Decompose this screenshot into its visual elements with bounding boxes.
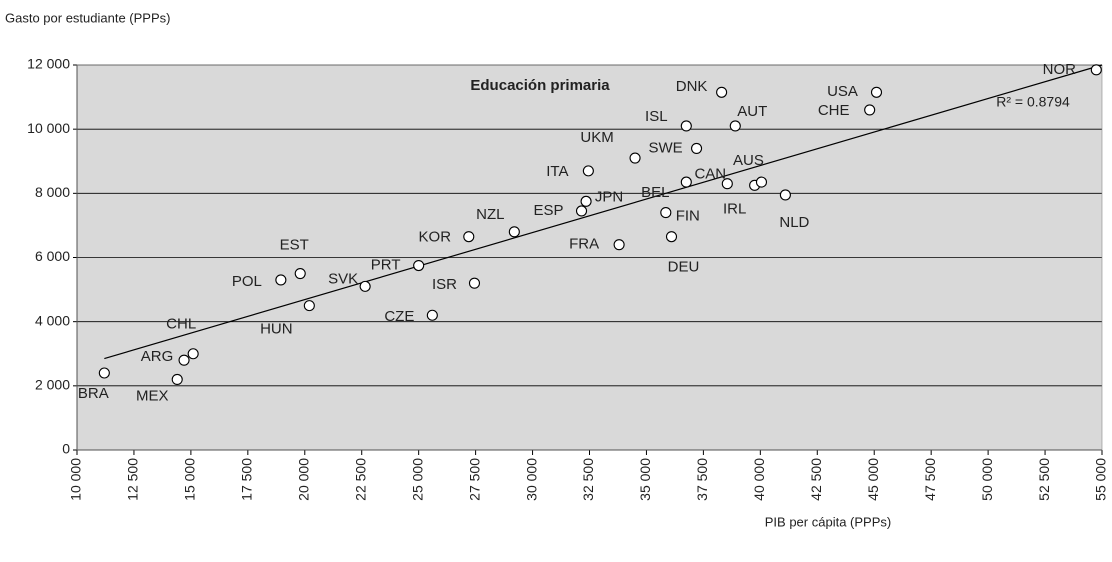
- point-label: NLD: [779, 214, 809, 231]
- point-label: MEX: [136, 387, 169, 404]
- point: [98, 367, 110, 379]
- point: [691, 142, 703, 154]
- point: [275, 274, 287, 286]
- point: [463, 231, 475, 243]
- point: [582, 165, 594, 177]
- point: [413, 259, 425, 272]
- point-label: HUN: [260, 321, 293, 338]
- point-label: FRA: [569, 236, 599, 253]
- point: [613, 239, 625, 251]
- point: [359, 280, 371, 292]
- x-tick-label: 52 500: [1036, 458, 1052, 501]
- r2-annotation: R² = 0.8794: [996, 94, 1070, 110]
- point-label: UKM: [580, 129, 613, 146]
- point-label: CAN: [694, 166, 726, 183]
- point-label: CZE: [384, 308, 414, 325]
- point-label: CHE: [818, 102, 850, 119]
- x-tick-label: 25 000: [409, 458, 425, 501]
- x-tick-label: 55 000: [1093, 458, 1109, 501]
- point: [171, 373, 183, 385]
- point-label: ISL: [645, 108, 668, 125]
- point: [629, 152, 641, 164]
- x-tick-label: 10 000: [68, 458, 84, 501]
- point: [716, 86, 728, 98]
- x-tick-label: 40 000: [751, 458, 767, 501]
- trend-line: [104, 64, 1103, 360]
- point: [870, 86, 883, 98]
- point-label: EST: [280, 237, 309, 254]
- point-label: BEL: [641, 184, 669, 201]
- plot-border: [76, 64, 1103, 451]
- point-label: JPN: [595, 188, 623, 205]
- x-tick-label: 42 500: [808, 458, 824, 501]
- point: [580, 195, 592, 207]
- x-tick-label: 30 000: [523, 458, 539, 501]
- point-label: IRL: [723, 200, 746, 217]
- x-tick-label: 27 500: [466, 458, 482, 501]
- point: [729, 120, 741, 132]
- point-label: SWE: [648, 139, 682, 156]
- x-axis-label: PIB per cápita (PPPs): [765, 514, 891, 529]
- point: [303, 300, 315, 312]
- point: [660, 207, 672, 219]
- point: [468, 277, 481, 289]
- x-tick-label: 47 500: [922, 458, 938, 501]
- point-label: AUT: [737, 103, 767, 120]
- x-tick-label: 22 500: [352, 458, 368, 501]
- y-tick-label: 8 000: [35, 184, 70, 200]
- subtitle: Educación primaria: [470, 77, 610, 94]
- x-tick-label: 50 000: [979, 458, 995, 501]
- point-label: KOR: [419, 229, 452, 246]
- point-label: PRT: [371, 256, 401, 273]
- point: [779, 189, 791, 201]
- y-tick-label: 2 000: [35, 377, 70, 393]
- y-tick-label: 10 000: [27, 120, 70, 136]
- y-tick-label: 6 000: [35, 248, 70, 264]
- point: [755, 176, 768, 188]
- point-label: USA: [827, 83, 858, 100]
- point-label: ARG: [141, 348, 174, 365]
- point: [178, 354, 190, 366]
- y-axis-label: Gasto por estudiante (PPPs): [5, 10, 170, 25]
- point-label: ITA: [546, 163, 568, 180]
- x-tick-label: 20 000: [295, 458, 311, 501]
- y-tick-label: 0: [62, 441, 70, 457]
- point: [680, 176, 692, 188]
- point-label: NOR: [1043, 61, 1077, 78]
- x-tick-label: 45 000: [865, 458, 881, 501]
- x-tick-label: 32 500: [580, 458, 596, 501]
- point: [665, 231, 678, 243]
- point: [721, 178, 733, 190]
- point: [508, 226, 520, 238]
- x-tick-label: 35 000: [637, 458, 653, 501]
- point-label: POL: [232, 273, 262, 290]
- point: [294, 267, 306, 280]
- point-label: FIN: [676, 208, 700, 225]
- y-tick-label: 12 000: [27, 56, 70, 72]
- point: [680, 120, 692, 132]
- point-label: AUS: [733, 152, 764, 169]
- point: [426, 309, 438, 321]
- point: [1090, 64, 1102, 76]
- point-label: SVK: [328, 270, 358, 287]
- point-label: ESP: [534, 202, 564, 219]
- point-label: CHL: [166, 316, 196, 333]
- x-tick-label: 17 500: [239, 458, 255, 501]
- point-label: DNK: [676, 78, 708, 95]
- x-tick-label: 37 500: [694, 458, 710, 501]
- point-label: NZL: [476, 206, 504, 223]
- point: [187, 348, 199, 360]
- point-label: ISR: [432, 276, 457, 293]
- point: [575, 205, 588, 217]
- y-tick-label: 4 000: [35, 312, 70, 328]
- point-label: BRA: [78, 385, 109, 402]
- point: [864, 104, 876, 116]
- x-tick-label: 15 000: [182, 458, 198, 501]
- x-tick-label: 12 500: [125, 458, 141, 501]
- point-label: DEU: [668, 259, 700, 276]
